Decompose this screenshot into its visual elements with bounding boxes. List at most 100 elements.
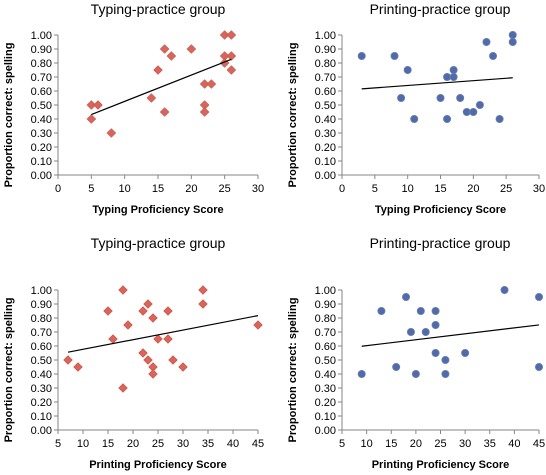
x-tick-label: 40 <box>227 438 239 450</box>
x-tick-label: 5 <box>55 438 61 450</box>
y-tick-label: 0.40 <box>31 114 52 126</box>
x-tick-label: 45 <box>533 438 545 450</box>
y-tick-label: 0.20 <box>315 397 336 409</box>
x-tick-label: 25 <box>500 183 512 195</box>
data-point <box>535 362 544 371</box>
x-tick-label: 0 <box>339 183 345 195</box>
x-axis-label: Typing Proficiency Score <box>375 204 506 216</box>
data-point <box>159 44 170 54</box>
data-point <box>500 285 509 294</box>
y-tick-label: 1.00 <box>315 285 336 297</box>
y-tick-label: 0.30 <box>315 383 336 395</box>
x-tick-label: 20 <box>410 438 422 450</box>
data-point <box>106 128 117 138</box>
data-point <box>449 73 458 82</box>
data-point <box>443 115 452 124</box>
data-point <box>118 285 128 295</box>
data-point <box>206 79 217 89</box>
y-tick-label: 0.60 <box>315 86 336 98</box>
y-tick-label: 0.50 <box>315 100 336 112</box>
x-tick-label: 30 <box>533 183 545 195</box>
data-point <box>449 66 458 75</box>
x-tick-label: 20 <box>127 438 139 450</box>
y-tick-label: 0.10 <box>315 156 336 168</box>
x-tick-label: 40 <box>508 438 520 450</box>
data-point <box>86 100 97 110</box>
data-point <box>390 52 399 61</box>
x-tick-label: 5 <box>372 183 378 195</box>
y-axis-label: Proportion correct: spelling <box>287 298 299 443</box>
data-point <box>219 30 230 40</box>
data-point <box>163 334 173 344</box>
data-point <box>63 355 73 365</box>
data-point <box>495 115 504 124</box>
trendline <box>91 58 232 116</box>
data-point <box>163 306 173 316</box>
trendline <box>361 77 513 90</box>
data-point <box>410 115 419 124</box>
x-tick-label: 15 <box>152 183 164 195</box>
data-point <box>469 108 478 117</box>
data-point <box>166 51 177 61</box>
y-tick-label: 0.20 <box>31 397 52 409</box>
y-axis-label: Proportion correct: spelling <box>3 43 15 188</box>
y-tick-label: 0.90 <box>31 299 52 311</box>
y-tick-label: 0.50 <box>31 355 52 367</box>
x-tick-label: 15 <box>102 438 114 450</box>
y-tick-label: 0.70 <box>315 327 336 339</box>
chart-panel-3: Typing-practice group 0.00 0.10 0.20 0.30 0.4… <box>3 235 264 471</box>
data-point <box>441 355 450 364</box>
data-point <box>456 94 465 103</box>
y-tick-label: 0.90 <box>31 44 52 56</box>
y-tick-label: 0.90 <box>315 44 336 56</box>
y-axis-label: Proportion correct: spelling <box>3 298 15 443</box>
data-point <box>93 100 103 110</box>
data-point <box>406 327 415 336</box>
y-tick-label: 0.10 <box>31 156 52 168</box>
data-point <box>148 369 158 379</box>
y-tick-label: 0.10 <box>315 411 336 423</box>
data-point <box>357 52 366 61</box>
data-point <box>508 38 517 47</box>
data-point <box>489 52 498 61</box>
chart-title: Typing-practice group <box>91 1 226 17</box>
data-point <box>159 107 170 117</box>
y-tick-label: 0.50 <box>31 100 52 112</box>
data-point <box>508 30 517 39</box>
data-point <box>421 327 430 336</box>
y-tick-label: 1.00 <box>315 30 336 42</box>
y-tick-label: 0.80 <box>315 313 336 325</box>
y-tick-label: 0.40 <box>315 369 336 381</box>
data-point <box>482 38 491 47</box>
chart-panel-1: Typing-practice group 0.00 0.10 0.20 0.30 0.4… <box>3 1 264 216</box>
data-point <box>402 292 411 301</box>
data-point <box>108 334 118 344</box>
x-tick-label: 10 <box>361 438 373 450</box>
data-point <box>153 334 163 344</box>
data-point <box>138 306 148 316</box>
x-axis-label: Printing Proficiency Score <box>89 459 227 471</box>
data-point <box>73 362 83 372</box>
x-tick-label: 30 <box>177 438 189 450</box>
data-point <box>178 362 188 372</box>
data-point <box>357 369 366 378</box>
x-tick-label: 20 <box>467 183 479 195</box>
data-point <box>143 299 153 309</box>
data-point <box>143 355 153 365</box>
data-point <box>146 93 157 103</box>
data-point <box>441 369 450 378</box>
x-tick-label: 5 <box>88 183 94 195</box>
x-tick-label: 10 <box>402 183 414 195</box>
y-tick-label: 1.00 <box>31 285 52 297</box>
y-tick-label: 0.70 <box>315 72 336 84</box>
y-tick-label: 0.50 <box>315 355 336 367</box>
data-point <box>475 101 484 110</box>
data-point <box>86 114 97 124</box>
x-tick-label: 0 <box>55 183 61 195</box>
data-point <box>168 355 178 365</box>
data-point <box>226 65 237 75</box>
data-point <box>103 306 113 316</box>
data-point <box>392 362 401 371</box>
x-tick-label: 30 <box>459 438 471 450</box>
